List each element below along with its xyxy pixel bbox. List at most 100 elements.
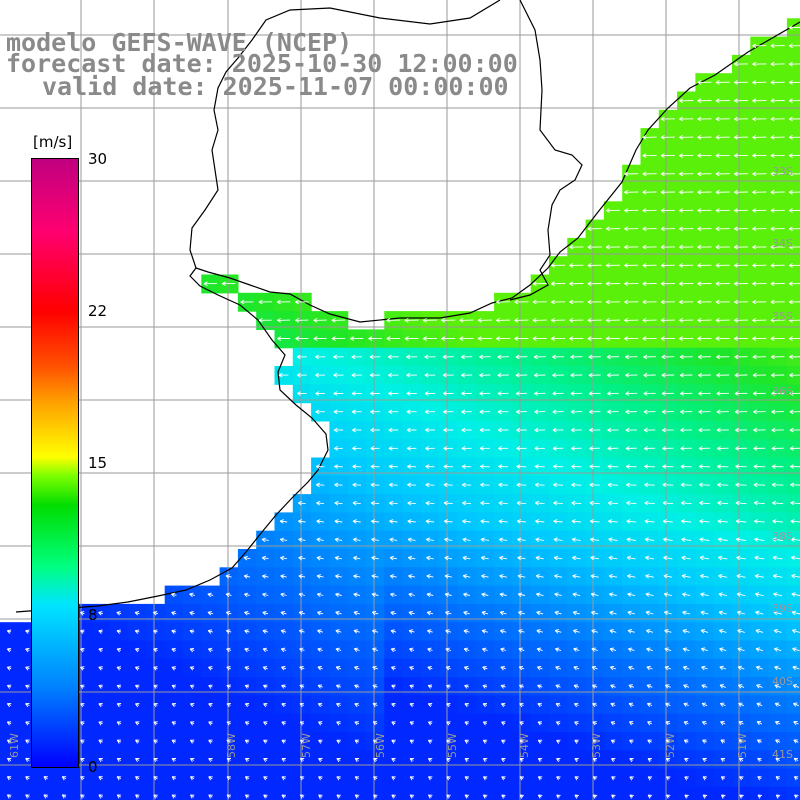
wind-cell [768, 786, 788, 800]
wind-arrow [680, 464, 692, 469]
wind-arrow [190, 776, 195, 781]
colorbar-unit: [m/s] [33, 133, 73, 151]
wind-arrow [700, 629, 709, 634]
wind-arrow [662, 427, 674, 433]
wind-arrow [225, 592, 232, 598]
wind-arrow [370, 409, 380, 415]
wind-arrow [427, 739, 433, 744]
wind-arrow [171, 794, 177, 799]
wind-arrow [297, 500, 306, 506]
wind-arrow [752, 372, 766, 378]
wind-arrow [371, 555, 379, 561]
wind-arrow [592, 739, 597, 744]
wind-arrow [427, 629, 433, 634]
wind-arrow [573, 647, 580, 652]
wind-arrow [591, 647, 598, 652]
wind-cell [329, 786, 349, 800]
wind-arrow [789, 409, 800, 415]
wind-arrow [463, 666, 470, 671]
wind-arrow [770, 354, 785, 360]
wind-arrow [407, 464, 417, 469]
wind-arrow [316, 537, 324, 543]
wind-arrow [660, 299, 675, 305]
wind-arrow [757, 776, 762, 781]
wind-arrow [298, 592, 306, 598]
wind-arrow [407, 500, 416, 506]
wind-arrow [574, 794, 579, 799]
wind-arrow [98, 611, 103, 616]
wind-arrow [240, 299, 254, 305]
wind-arrow [442, 391, 454, 396]
wind-arrow [770, 299, 785, 305]
lon-label: 51W [736, 733, 749, 758]
wind-cell [494, 786, 513, 800]
wind-arrow [679, 98, 694, 104]
wind-arrow [390, 592, 397, 598]
wind-arrow [735, 446, 748, 451]
wind-arrow [552, 372, 564, 378]
wind-arrow [733, 226, 749, 232]
wind-arrow [574, 776, 579, 781]
wind-arrow [642, 135, 657, 140]
wind-arrow [573, 684, 580, 689]
wind-arrow [116, 757, 122, 763]
wind-arrow [479, 409, 491, 415]
wind-arrow [660, 171, 675, 177]
wind-arrow [609, 665, 616, 671]
wind-arrow [386, 318, 401, 323]
wind-arrow [225, 610, 232, 616]
wind-arrow [737, 647, 745, 652]
wind-arrow [516, 427, 527, 433]
wind-arrow [134, 629, 140, 634]
wind-arrow [770, 372, 785, 378]
lon-label: 57W [300, 733, 313, 758]
wind-arrow [153, 702, 158, 708]
wind-arrow [299, 757, 305, 763]
wind-arrow [426, 610, 434, 616]
valid-date: valid date: 2025-11-07 00:00:00 [42, 72, 509, 101]
wind-arrow [244, 702, 250, 708]
wind-arrow [697, 336, 712, 341]
wind-arrow [481, 647, 488, 653]
wind-arrow [445, 629, 452, 634]
wind-arrow [771, 409, 785, 415]
wind-arrow [477, 336, 492, 341]
wind-arrow [80, 629, 85, 634]
wind-arrow [697, 244, 712, 250]
wind-arrow [770, 171, 785, 177]
wind-arrow [498, 446, 509, 451]
wind-arrow [516, 464, 527, 469]
wind-arrow [665, 739, 671, 744]
wind-arrow [482, 739, 488, 744]
wind-arrow [734, 427, 748, 433]
wind-arrow [153, 721, 158, 726]
wind-arrow [479, 354, 491, 360]
wind-arrow [720, 776, 726, 781]
wind-arrow [607, 464, 619, 469]
wind-arrow [752, 98, 767, 104]
wind-arrow [534, 427, 546, 433]
wind-arrow [719, 665, 727, 671]
wind-arrow [788, 244, 800, 250]
wind-arrow [680, 427, 693, 433]
wind-arrow [299, 666, 305, 671]
wind-arrow [443, 482, 453, 488]
wind-arrow [464, 758, 470, 763]
wind-arrow [591, 629, 599, 634]
wind-arrow [444, 592, 452, 598]
wind-arrow [664, 665, 672, 671]
wind-arrow [481, 629, 488, 634]
wind-arrow [775, 794, 781, 799]
wind-arrow [516, 519, 526, 524]
wind-arrow [697, 226, 712, 232]
wind-arrow [679, 263, 694, 268]
wind-arrow [720, 794, 726, 799]
wind-arrow [754, 555, 765, 561]
wind-arrow [482, 721, 488, 726]
wind-arrow [737, 628, 745, 634]
wind-arrow [352, 446, 362, 451]
wind-arrow [335, 629, 342, 634]
wind-arrow [369, 372, 381, 378]
wind-cell [18, 786, 38, 800]
wind-arrow [611, 794, 616, 799]
